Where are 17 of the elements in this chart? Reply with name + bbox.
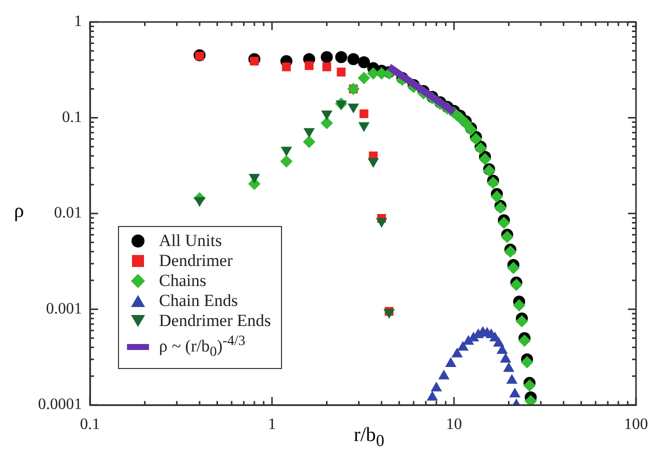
legend-label: All Units <box>159 231 222 251</box>
y-tick-label: 1 <box>74 13 82 30</box>
y-tick-label: 0.1 <box>62 108 82 126</box>
x-tick-label: 10 <box>446 416 462 433</box>
legend-label: Dendrimer Ends <box>159 311 271 331</box>
y-tick-label: 0.001 <box>46 300 82 318</box>
y-tick-label: 0.01 <box>54 204 82 222</box>
x-axis-title: r/b$_{0}$ <box>354 424 384 450</box>
y-tick-label: 0.0001 <box>38 396 82 414</box>
x-tick-label: 0.1 <box>80 416 100 433</box>
legend-label: Chains <box>159 271 206 291</box>
legend-label: Dendrimer <box>159 251 233 271</box>
legend-label: Chain Ends <box>159 291 238 311</box>
x-tick-label: 100 <box>624 416 648 433</box>
x-tick-label: 1 <box>268 416 276 433</box>
y-axis-title: ρ <box>14 200 24 223</box>
legend-label: ρ ~ (r/b$_{0}$)$^{-4/3}$ <box>159 332 246 362</box>
